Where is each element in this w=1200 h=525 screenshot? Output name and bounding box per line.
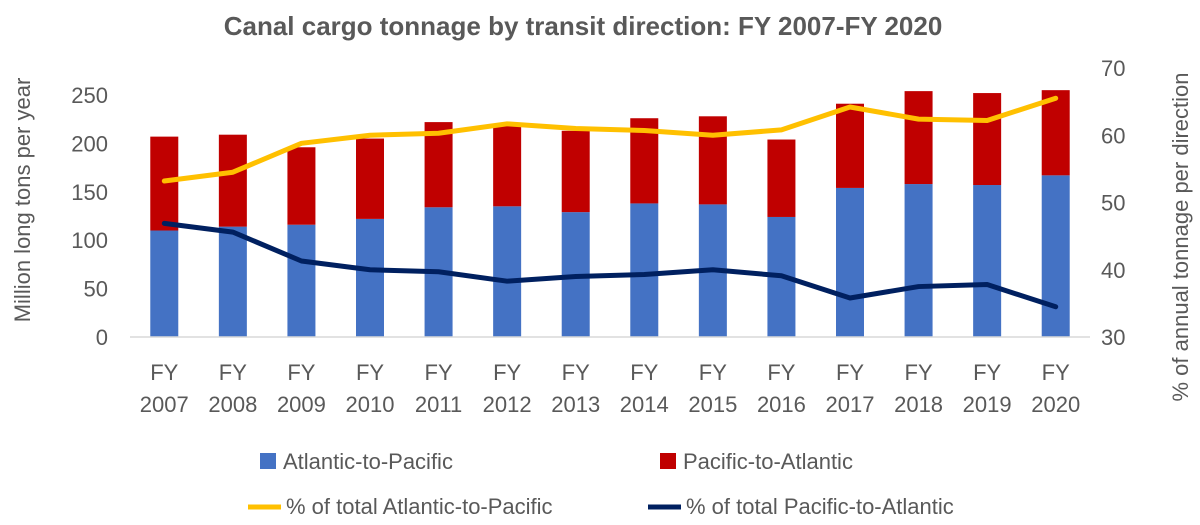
x-tick-label: 2011 — [415, 392, 462, 417]
bar-segment — [287, 147, 316, 225]
y-axis-left: 0 50 100 150 200 250 — [71, 83, 108, 350]
y-tick-right: 40 — [1101, 258, 1125, 283]
bar-segment — [424, 122, 453, 208]
y-tick-right: 60 — [1101, 123, 1125, 148]
y-tick-left: 150 — [71, 180, 108, 205]
x-tick-label: FY — [150, 360, 178, 385]
bar-segment — [493, 206, 522, 337]
legend-swatch — [260, 453, 276, 469]
legend: Atlantic-to-Pacific Pacific-to-Atlantic % … — [248, 449, 954, 519]
x-tick-label: FY — [493, 360, 521, 385]
y-tick-right: 30 — [1101, 325, 1125, 350]
y-tick-left: 50 — [84, 277, 108, 302]
x-tick-label: 2008 — [208, 392, 257, 417]
y-axis-title-right: % of annual tonnage per direction — [1168, 72, 1193, 401]
y-tick-left: 100 — [71, 228, 108, 253]
bar-segment — [218, 134, 247, 227]
chart-title: Canal cargo tonnage by transit direction… — [224, 11, 943, 41]
x-tick-label: 2020 — [1031, 392, 1080, 417]
x-tick-label: FY — [630, 360, 658, 385]
bar-segment — [218, 226, 247, 337]
legend-label: % of total Pacific-to-Atlantic — [686, 494, 954, 519]
bar-segment — [973, 93, 1002, 186]
x-tick-label: 2014 — [620, 392, 669, 417]
x-tick-label: FY — [905, 360, 933, 385]
bar-segment — [904, 91, 933, 185]
legend-label: % of total Atlantic-to-Pacific — [286, 494, 553, 519]
x-tick-label: FY — [699, 360, 727, 385]
x-tick-label: FY — [973, 360, 1001, 385]
line-series — [161, 95, 1059, 184]
legend-swatch — [660, 453, 676, 469]
bar-segment — [630, 203, 659, 337]
y-axis-title-left: Million long tons per year — [10, 78, 35, 323]
x-tick-label: 2017 — [826, 392, 875, 417]
bar-segment — [973, 185, 1002, 337]
x-tick-label: 2019 — [963, 392, 1012, 417]
x-tick-label: 2015 — [688, 392, 737, 417]
bar-segment — [150, 136, 179, 231]
x-tick-label: FY — [287, 360, 315, 385]
x-tick-label: 2009 — [277, 392, 326, 417]
y-tick-left: 250 — [71, 83, 108, 108]
y-tick-left: 0 — [96, 325, 108, 350]
x-tick-label: FY — [425, 360, 453, 385]
y-tick-right: 70 — [1101, 56, 1125, 81]
legend-label: Pacific-to-Atlantic — [683, 449, 853, 474]
legend-label: Atlantic-to-Pacific — [283, 449, 453, 474]
x-tick-label: 2010 — [346, 392, 395, 417]
bar-segment — [287, 224, 316, 337]
x-tick-label: FY — [356, 360, 384, 385]
x-tick-label: FY — [836, 360, 864, 385]
x-tick-label: 2016 — [757, 392, 806, 417]
bar-segment — [836, 103, 864, 188]
bar-segment — [1041, 90, 1070, 176]
bar-segment — [493, 125, 522, 207]
x-tick-label: 2018 — [894, 392, 943, 417]
x-tick-label: FY — [562, 360, 590, 385]
x-tick-label: 2012 — [483, 392, 532, 417]
bar-segment — [1041, 175, 1070, 337]
bars-layer — [150, 90, 1070, 337]
lines-layer — [161, 95, 1059, 310]
bar-segment — [904, 184, 933, 337]
bar-segment — [356, 218, 384, 337]
y-tick-left: 200 — [71, 131, 108, 156]
x-tick-label: 2007 — [140, 392, 189, 417]
x-tick-label: FY — [1042, 360, 1070, 385]
bar-segment — [767, 139, 796, 217]
x-tick-label: 2013 — [551, 392, 600, 417]
bar-segment — [561, 130, 590, 213]
x-axis: FY 2007 FY 2008 FY 2009 FY 2010 FY 2011 FY 2012 FY 20… — [140, 360, 1080, 417]
line-series — [161, 220, 1059, 310]
x-tick-label: FY — [219, 360, 247, 385]
bar-segment — [150, 230, 179, 337]
x-tick-label: FY — [767, 360, 795, 385]
bar-segment — [356, 138, 384, 219]
bar-segment — [836, 187, 864, 337]
bar-segment — [698, 116, 727, 205]
y-axis-right: 30 40 50 60 70 — [1101, 56, 1125, 350]
y-tick-right: 50 — [1101, 191, 1125, 216]
